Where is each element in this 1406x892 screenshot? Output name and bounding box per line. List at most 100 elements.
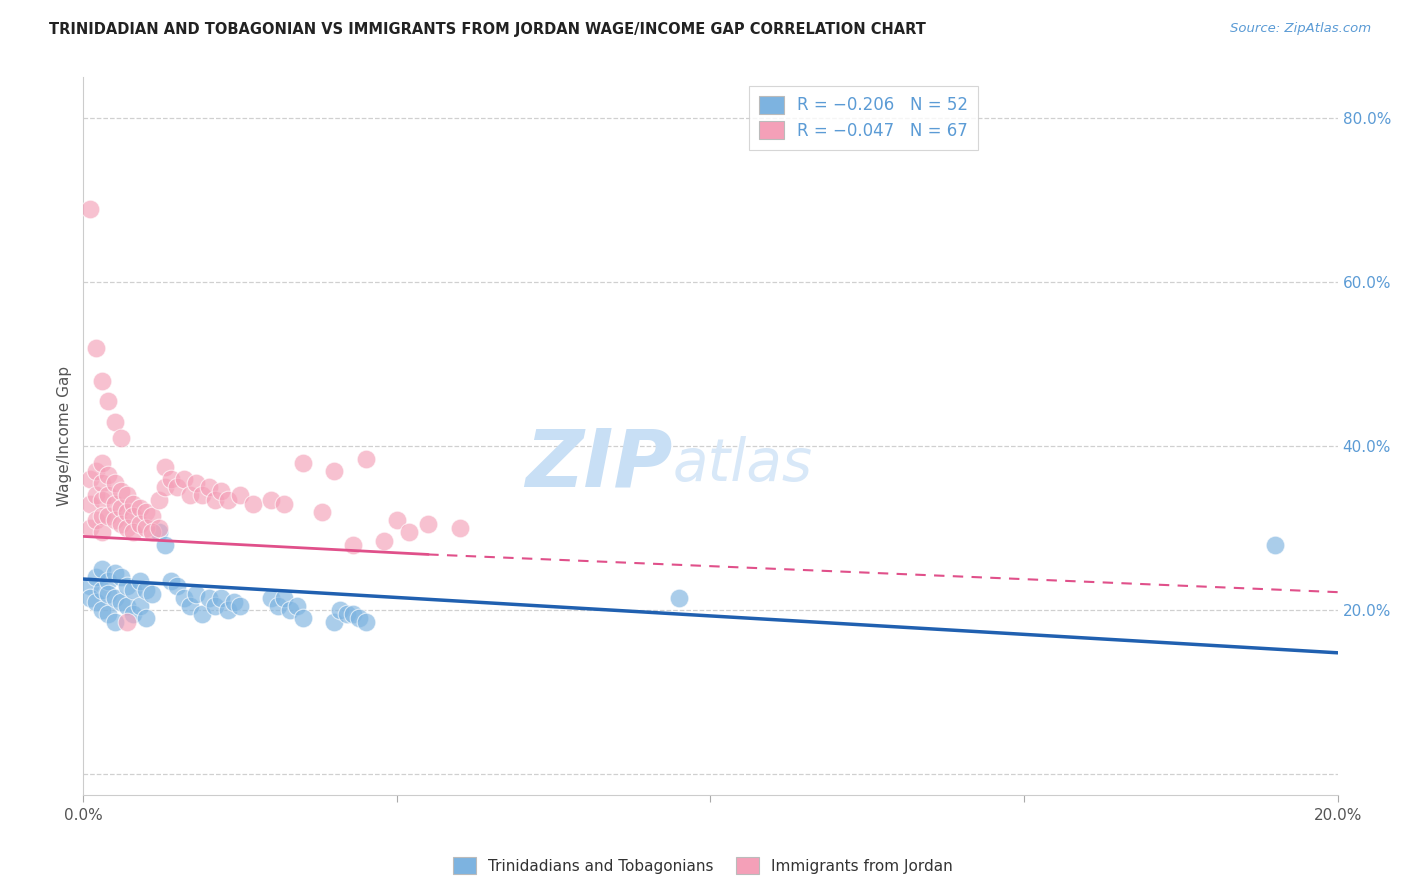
- Point: [115, 615, 138, 630]
- Point: [91, 476, 114, 491]
- Point: [398, 525, 420, 540]
- Point: [291, 456, 314, 470]
- Point: [141, 525, 163, 540]
- Point: [354, 615, 377, 630]
- Point: [135, 521, 157, 535]
- Point: [84, 341, 107, 355]
- Point: [148, 525, 170, 540]
- Point: [115, 578, 138, 592]
- Point: [84, 464, 107, 478]
- Point: [91, 492, 114, 507]
- Point: [173, 591, 195, 605]
- Point: [104, 591, 127, 605]
- Point: [91, 603, 114, 617]
- Point: [229, 599, 252, 613]
- Text: Source: ZipAtlas.com: Source: ZipAtlas.com: [1230, 22, 1371, 36]
- Point: [148, 521, 170, 535]
- Point: [122, 525, 145, 540]
- Point: [91, 525, 114, 540]
- Point: [267, 599, 290, 613]
- Point: [242, 497, 264, 511]
- Point: [122, 497, 145, 511]
- Point: [291, 611, 314, 625]
- Point: [128, 574, 150, 589]
- Point: [97, 467, 120, 482]
- Point: [336, 607, 359, 622]
- Point: [160, 472, 183, 486]
- Point: [84, 513, 107, 527]
- Point: [104, 415, 127, 429]
- Point: [209, 591, 232, 605]
- Point: [273, 591, 295, 605]
- Text: atlas: atlas: [673, 436, 813, 493]
- Point: [148, 492, 170, 507]
- Point: [91, 508, 114, 523]
- Point: [110, 595, 132, 609]
- Point: [97, 574, 120, 589]
- Point: [323, 464, 346, 478]
- Point: [104, 566, 127, 581]
- Y-axis label: Wage/Income Gap: Wage/Income Gap: [58, 366, 72, 506]
- Point: [122, 508, 145, 523]
- Legend: R = −0.206   N = 52, R = −0.047   N = 67: R = −0.206 N = 52, R = −0.047 N = 67: [749, 86, 979, 150]
- Point: [153, 480, 176, 494]
- Point: [153, 538, 176, 552]
- Point: [166, 480, 188, 494]
- Point: [79, 202, 101, 216]
- Point: [197, 480, 219, 494]
- Point: [373, 533, 395, 548]
- Point: [79, 472, 101, 486]
- Point: [204, 492, 226, 507]
- Point: [217, 603, 239, 617]
- Point: [128, 500, 150, 515]
- Point: [128, 599, 150, 613]
- Point: [354, 451, 377, 466]
- Point: [668, 591, 690, 605]
- Point: [79, 497, 101, 511]
- Point: [260, 591, 283, 605]
- Point: [160, 574, 183, 589]
- Point: [97, 508, 120, 523]
- Point: [110, 500, 132, 515]
- Point: [349, 611, 371, 625]
- Point: [91, 374, 114, 388]
- Point: [128, 517, 150, 532]
- Point: [285, 599, 308, 613]
- Point: [173, 472, 195, 486]
- Point: [209, 484, 232, 499]
- Point: [135, 582, 157, 597]
- Point: [97, 607, 120, 622]
- Point: [449, 521, 471, 535]
- Point: [273, 497, 295, 511]
- Point: [115, 488, 138, 502]
- Point: [104, 513, 127, 527]
- Point: [97, 587, 120, 601]
- Point: [122, 582, 145, 597]
- Point: [91, 582, 114, 597]
- Point: [79, 578, 101, 592]
- Point: [311, 505, 333, 519]
- Point: [97, 394, 120, 409]
- Point: [84, 595, 107, 609]
- Point: [115, 599, 138, 613]
- Point: [329, 603, 352, 617]
- Point: [179, 599, 201, 613]
- Point: [229, 488, 252, 502]
- Point: [104, 497, 127, 511]
- Point: [342, 607, 364, 622]
- Point: [418, 517, 440, 532]
- Point: [91, 562, 114, 576]
- Point: [135, 505, 157, 519]
- Point: [1264, 538, 1286, 552]
- Point: [141, 587, 163, 601]
- Point: [110, 570, 132, 584]
- Point: [179, 488, 201, 502]
- Point: [385, 513, 408, 527]
- Point: [110, 431, 132, 445]
- Point: [115, 505, 138, 519]
- Point: [278, 603, 301, 617]
- Point: [166, 578, 188, 592]
- Point: [260, 492, 283, 507]
- Point: [197, 591, 219, 605]
- Point: [141, 508, 163, 523]
